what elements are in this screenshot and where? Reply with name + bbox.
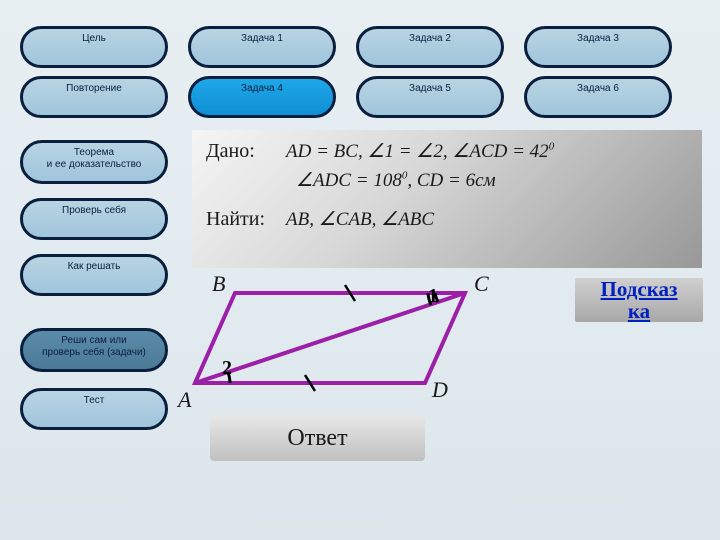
find-line: AB, ∠CAB, ∠ABC (286, 208, 434, 231)
nav-test[interactable]: Тест (20, 388, 168, 430)
point-B: B (212, 271, 225, 297)
nav-task4[interactable]: Задача 4 (188, 76, 336, 118)
nav-label: Цель (82, 33, 106, 45)
nav-goal[interactable]: Цель (20, 26, 168, 68)
nav-theorem[interactable]: Теорема и ее доказательство (20, 140, 168, 184)
hint-button[interactable]: Подсказка (575, 278, 703, 322)
nav-howto[interactable]: Как решать (20, 254, 168, 296)
nav-task3[interactable]: Задача 3 (524, 26, 672, 68)
nav-task2[interactable]: Задача 2 (356, 26, 504, 68)
angle-2: 2 (222, 357, 232, 380)
nav-label: Задача 4 (241, 83, 283, 95)
given-line1: AD = BC, ∠1 = ∠2, ∠ACD = 420 (286, 140, 554, 163)
nav-label: Повторение (66, 83, 122, 95)
nav-repeat[interactable]: Повторение (20, 76, 168, 118)
point-C: C (474, 271, 489, 297)
given-label: Дано: (206, 140, 268, 163)
find-label: Найти: (206, 208, 268, 231)
nav-label: Тест (84, 395, 105, 407)
nav-label: Как решать (68, 261, 121, 273)
answer-label: Ответ (287, 425, 347, 452)
given-line2: ∠ADC = 1080, CD = 6см (296, 169, 496, 192)
hint-label: Подсказка (601, 277, 678, 323)
nav-label: Задача 3 (577, 33, 619, 45)
nav-task1[interactable]: Задача 1 (188, 26, 336, 68)
point-A: A (178, 387, 191, 413)
point-D: D (432, 377, 448, 403)
nav-label: Реши сам или проверь себя (задачи) (42, 335, 146, 359)
nav-label: Теорема и ее доказательство (47, 147, 142, 171)
parallelogram-svg (180, 275, 500, 405)
nav-task5[interactable]: Задача 5 (356, 76, 504, 118)
geometry-diagram: A B C D 1 2 (180, 275, 500, 405)
nav-task6[interactable]: Задача 6 (524, 76, 672, 118)
nav-label: Задача 6 (577, 83, 619, 95)
angle-1: 1 (428, 285, 438, 308)
nav-check[interactable]: Проверь себя (20, 198, 168, 240)
given-panel: Дано: AD = BC, ∠1 = ∠2, ∠ACD = 420 ∠ADC … (192, 130, 702, 268)
nav-label: Задача 1 (241, 33, 283, 45)
nav-label: Задача 2 (409, 33, 451, 45)
answer-button[interactable]: Ответ (210, 415, 425, 461)
nav-label: Проверь себя (62, 205, 126, 217)
nav-label: Задача 5 (409, 83, 451, 95)
nav-solve[interactable]: Реши сам или проверь себя (задачи) (20, 328, 168, 372)
